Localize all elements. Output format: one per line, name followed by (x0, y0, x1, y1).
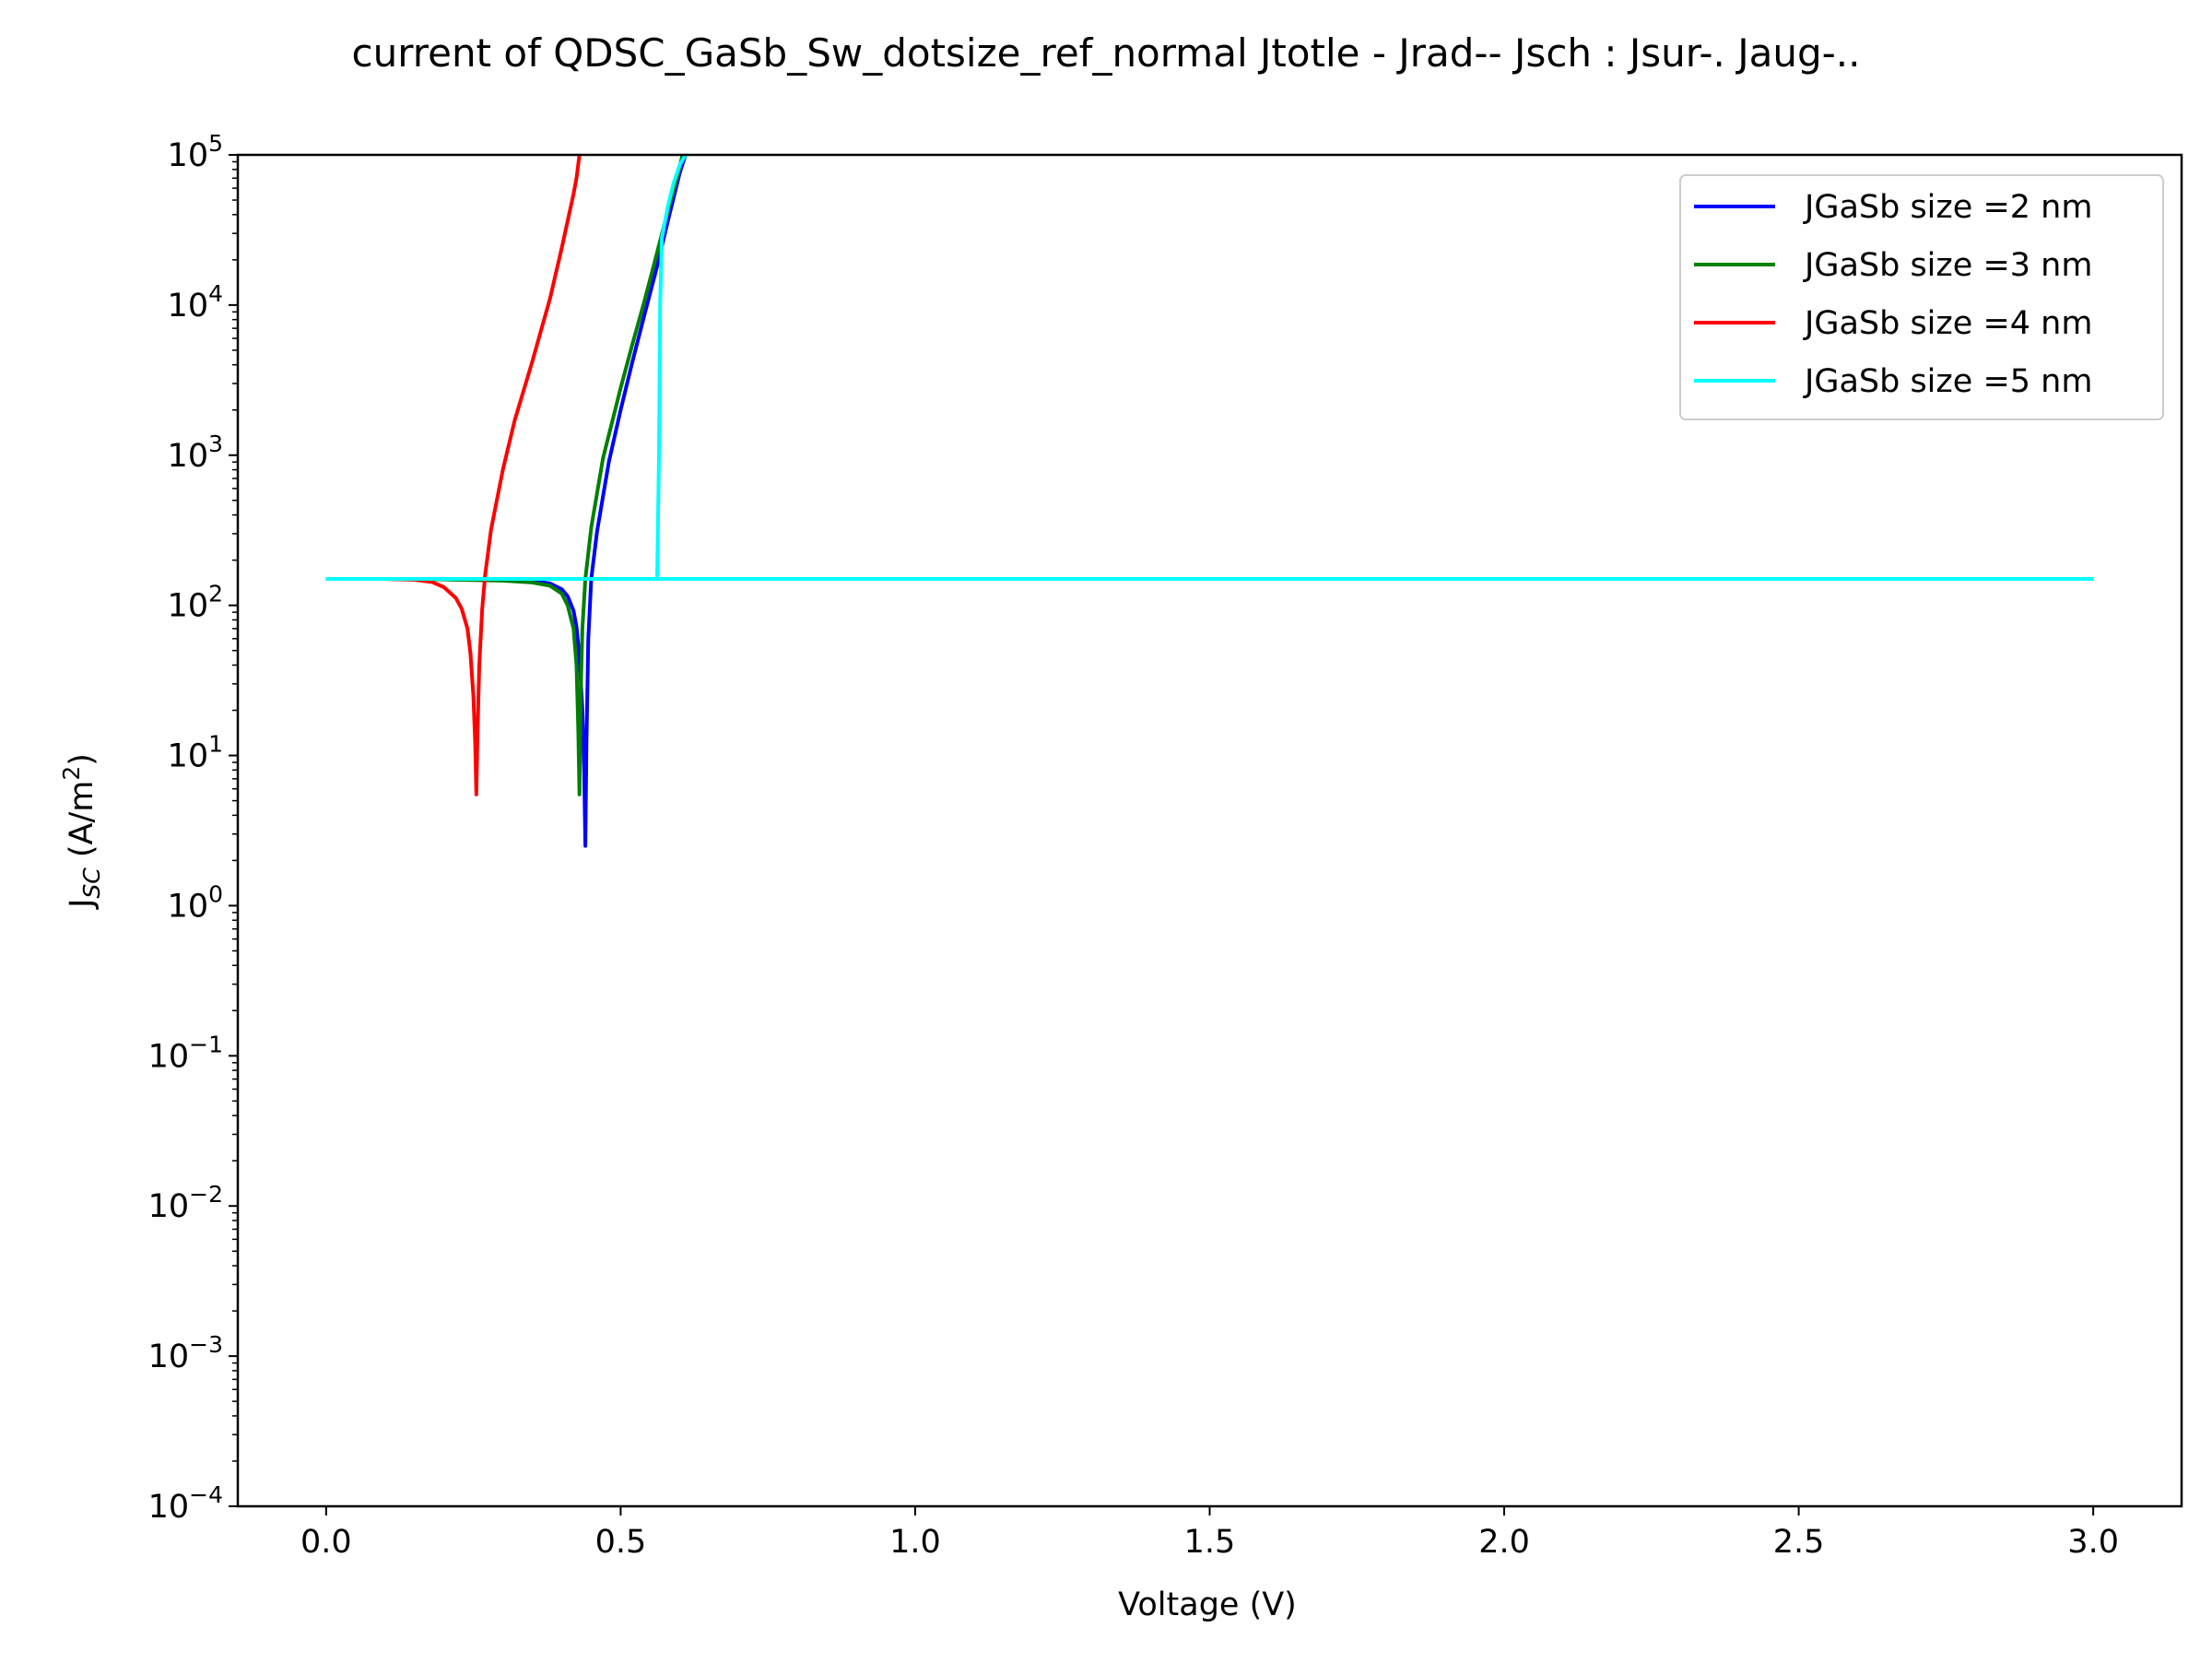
legend-item: JGaSb size =2 nm (1694, 189, 2092, 226)
y-tick-exponent: 5 (208, 130, 223, 157)
y-tick-label: 10−1 (148, 1031, 223, 1075)
x-tick-label: 1.0 (889, 1524, 941, 1561)
y-tick-label: 100 (168, 880, 223, 925)
series-4 (325, 155, 2094, 581)
x-tick-label: 3.0 (2067, 1524, 2119, 1561)
x-tick-label: 2.0 (1478, 1524, 1530, 1561)
y-tick-base: 10 (148, 1339, 190, 1375)
series-line (325, 155, 685, 796)
legend: JGaSb size =2 nm JGaSb size =3 nm JGaSb si… (1679, 174, 2164, 420)
y-tick-base: 10 (168, 288, 209, 324)
y-tick-label: 101 (168, 731, 223, 775)
y-label-unit: (A/m (64, 781, 100, 868)
legend-label: JGaSb size =3 nm (1803, 247, 2092, 284)
y-tick-exponent: 2 (208, 581, 223, 607)
y-tick-label: 105 (168, 130, 223, 174)
y-axis-label: JSC (A/m2) (58, 753, 105, 910)
y-tick-base: 10 (148, 1489, 190, 1526)
y-tick-base: 10 (168, 137, 209, 174)
y-tick-base: 10 (168, 588, 209, 625)
y-label-unit-close: ) (64, 753, 100, 766)
y-tick-base: 10 (168, 438, 209, 475)
legend-label: JGaSb size =5 nm (1803, 363, 2092, 400)
y-tick-exponent: 1 (208, 731, 223, 758)
legend-item: JGaSb size =3 nm (1694, 247, 2092, 284)
y-tick-exponent: 0 (208, 880, 223, 907)
y-tick-exponent: 4 (208, 280, 223, 307)
y-tick-exponent: 3 (208, 430, 223, 457)
x-tick-label: 0.0 (300, 1524, 352, 1561)
x-axis-label: Voltage (V) (1118, 1586, 1297, 1623)
legend-label: JGaSb size =4 nm (1803, 305, 2092, 342)
y-tick-exponent: −4 (189, 1481, 223, 1508)
y-tick-label: 10−3 (148, 1331, 223, 1375)
y-tick-base: 10 (148, 1038, 190, 1075)
y-tick-base: 10 (168, 738, 209, 775)
series-line (325, 155, 582, 796)
y-label-sub: SC (78, 867, 105, 899)
y-tick-base: 10 (148, 1188, 190, 1225)
y-tick-label: 10−2 (148, 1181, 223, 1225)
y-tick-exponent: −1 (189, 1031, 223, 1057)
legend-box (1679, 174, 2164, 420)
y-tick-label: 102 (168, 581, 223, 625)
y-label-unit-sup: 2 (58, 766, 85, 781)
x-tick-label: 2.5 (1773, 1524, 1825, 1561)
chart-title: current of QDSC_GaSb_Sw_dotsize_ref_norm… (352, 30, 1861, 76)
y-tick-label: 103 (168, 430, 223, 475)
x-tick-label: 0.5 (595, 1524, 647, 1561)
plot-series-layer (325, 155, 2094, 848)
plot-frame (236, 153, 2183, 1508)
legend-item: JGaSb size =4 nm (1694, 305, 2092, 342)
y-axis-label-text: JSC (A/m2) (58, 753, 105, 910)
y-tick-exponent: −2 (189, 1181, 223, 1208)
legend-label: JGaSb size =2 nm (1803, 189, 2092, 226)
x-axis-ticks: 0.0 0.5 1.0 1.5 2.0 2.5 3.0 (300, 1506, 2119, 1561)
y-tick-exponent: −3 (189, 1331, 223, 1358)
legend-item: JGaSb size =5 nm (1694, 363, 2092, 400)
y-label-main: J (64, 899, 100, 910)
y-tick-base: 10 (168, 888, 209, 925)
y-tick-label: 104 (168, 280, 223, 324)
x-tick-label: 1.5 (1184, 1524, 1236, 1561)
y-tick-label: 10−4 (148, 1481, 223, 1526)
